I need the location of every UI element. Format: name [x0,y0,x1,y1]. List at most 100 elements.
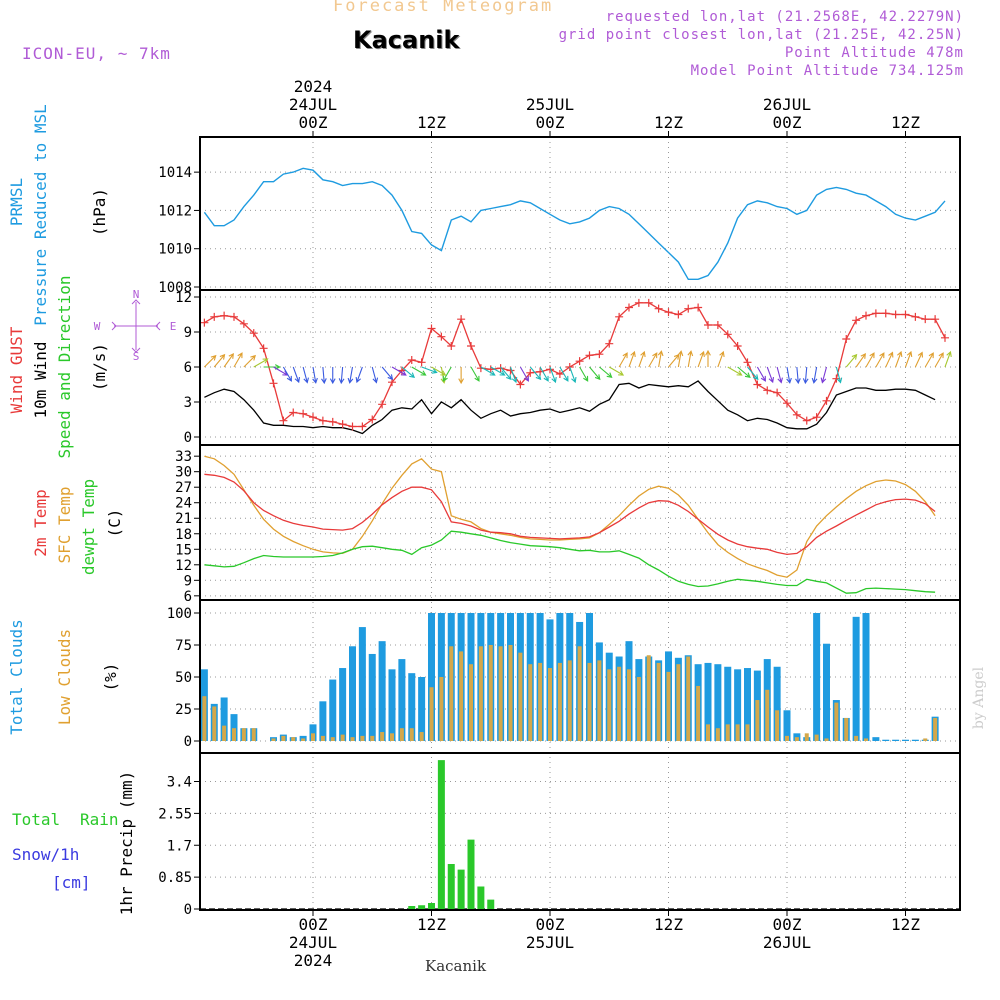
low-cloud-bar [232,728,236,741]
y-tick-label: 27 [175,480,192,496]
rain-bar [408,906,416,909]
total-cloud-bar [408,673,416,741]
wind-gust-marker [605,339,614,348]
low-cloud-bar [518,652,523,741]
low-cloud-bar [794,737,799,741]
wind-gust-marker [417,358,426,367]
low-cloud-bar [646,655,651,741]
wind-direction-arrow [500,366,512,381]
x-tick-label-bottom: 00Z [536,915,565,934]
wind-direction-arrow [442,366,452,382]
wind-direction-arrow [579,366,589,382]
low-cloud-bar [548,668,552,741]
panel-frame-precip [199,752,961,911]
snow-unit-label: [cm] [52,873,91,892]
x-tick-label-bottom: 26JUL [763,933,811,952]
total-cloud-bar [783,710,791,741]
wind-direction-arrow [628,350,636,368]
wind-direction-arrow [914,351,924,368]
wind-unit: (m/s) [90,343,109,391]
rain-bar [418,905,426,909]
pressure-line [203,167,946,280]
wind-direction-arrow [811,366,818,384]
x-tick-label-top: 2024 [294,77,333,96]
wind-direction-arrow [717,350,725,368]
low-cloud-bar [567,660,572,741]
wind-direction-arrow [934,352,944,368]
y-tick-label: 9 [184,573,192,589]
wind-direction-arrow [727,366,743,376]
low-cloud-bar [745,724,750,741]
wind-direction-arrow [233,352,243,368]
total-cloud-bar [882,739,890,741]
low-cloud-bar [390,733,394,741]
total-cloud-bar [911,739,919,741]
low-cloud-bar [340,734,345,741]
total-cloud-bar [230,714,238,741]
wind-gust-marker [852,316,861,325]
compass-east: E [170,320,177,333]
watermark: by Angel [971,666,988,730]
wind-gust-marker [555,370,564,378]
wind-gust-marker [733,342,742,350]
grid-lines [200,137,960,910]
wind-direction-arrow [835,366,843,384]
wind-gust-marker [674,310,683,319]
total-cloud-bar [309,724,317,741]
y-tick-label: 100 [167,606,192,622]
wind-direction-arrow [549,366,557,384]
wind-direction-arrow [355,366,363,384]
total-cloud-bar [378,641,386,741]
low-cloud-bar [755,700,760,741]
y-tick-label: 25 [175,702,192,718]
wind-gust-marker [911,312,920,321]
total-cloud-bar [744,668,751,741]
low-cloud-bar [656,662,661,741]
wind-direction-arrow [302,366,309,384]
requested-coords: requested lon,lat (21.2568E, 42.2279N) [605,9,964,25]
x-tick-label-bottom: 12Z [891,915,920,934]
t2m-line [204,473,936,556]
wind-gust-line [204,302,946,428]
wind-gust-marker [249,329,258,338]
wind-direction-arrow [539,366,549,382]
wind-direction-arrow [786,366,792,384]
low-cloud-bar [478,646,483,741]
low-clouds-label: Low Clouds [55,629,74,725]
low-cloud-bar [617,666,622,741]
total-cloud-bar [398,659,406,741]
wind-gust-marker [694,303,703,312]
x-tick-label-top: 24JUL [289,95,337,114]
wind-gust-marker [348,422,357,431]
x-tick-label-bottom: 24JUL [289,933,337,952]
wind-gust-marker [427,324,436,333]
wind-gust-marker [585,351,594,360]
low-cloud-bar [676,664,681,741]
wind-gust-marker [447,342,456,350]
wind-gust-marker [200,318,209,327]
wind-direction-arrow [737,366,751,379]
x-tick-label-bottom: 00Z [773,915,802,934]
wind-gust-marker [467,342,475,350]
wind-gust-marker [289,408,298,417]
x-tick-label-top: 00Z [536,113,565,132]
low-cloud-bar [508,645,513,741]
low-cloud-bar [854,735,859,741]
low-cloud-bar [587,662,592,741]
wind-gust-marker [634,298,643,307]
low-cloud-bar [834,702,839,741]
low-cloud-bar [577,646,582,741]
x-tick-label-top: 00Z [773,113,802,132]
low-cloud-bar [469,664,473,741]
total-cloud-bar [872,737,880,741]
wind-gust-marker [921,315,930,324]
wind-direction-arrow [855,352,866,368]
wind-gust-marker [575,357,584,366]
wind-direction-arrow [391,366,407,376]
total-cloud-bar [902,739,909,741]
low-cloud-bar [814,734,819,741]
total-cloud-bar [823,643,830,741]
clouds-unit: (%) [101,663,120,692]
total-cloud-bar [813,613,821,741]
wind-gust-marker [210,312,219,321]
